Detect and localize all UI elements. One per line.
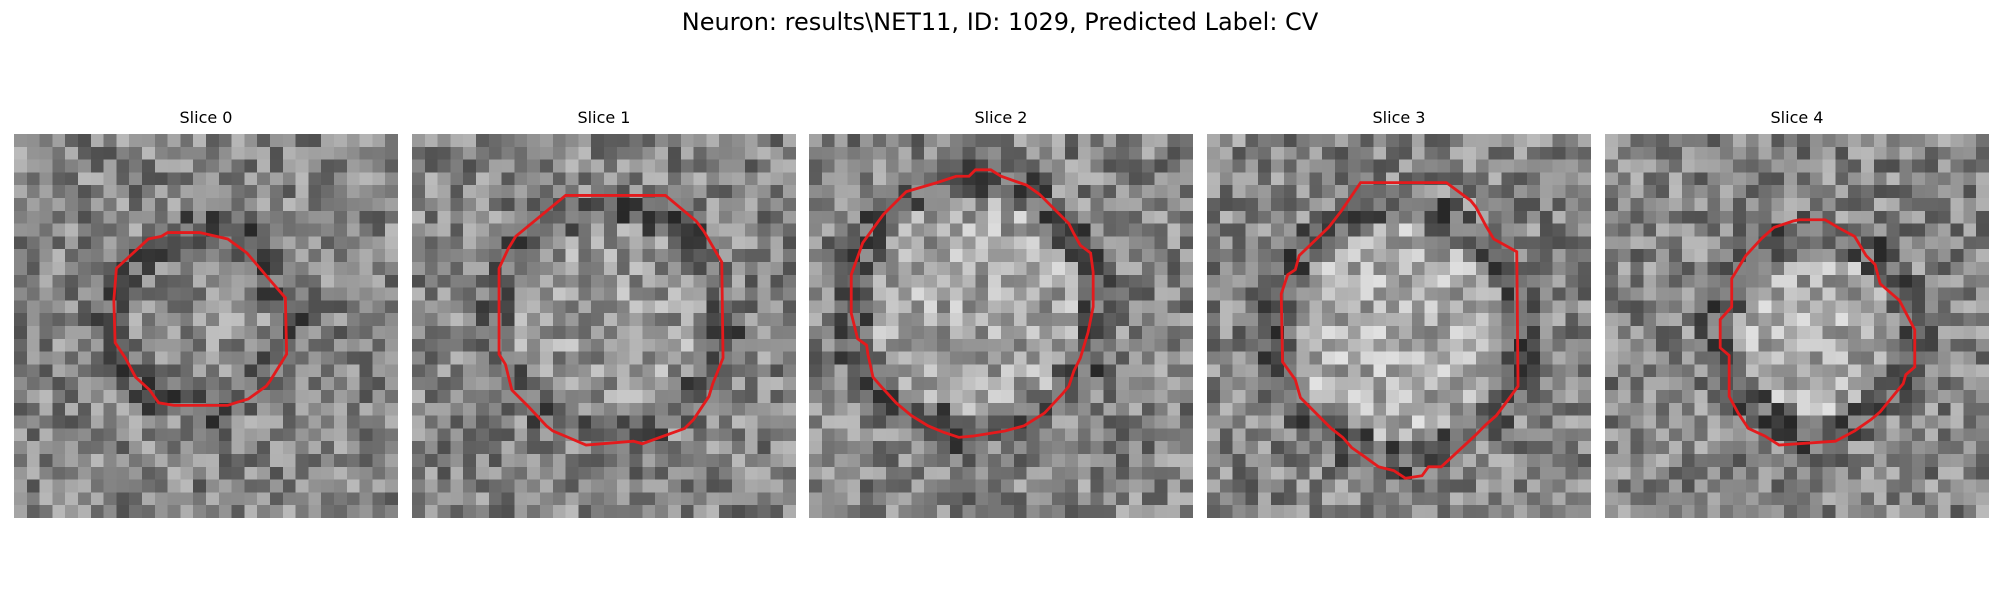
slice-image [412, 134, 796, 518]
slice-title: Slice 0 [179, 108, 233, 127]
slice-image [809, 134, 1193, 518]
slice-title: Slice 1 [577, 108, 631, 127]
slice-title: Slice 3 [1372, 108, 1426, 127]
figure-title: Neuron: results\NET11, ID: 1029, Predict… [681, 8, 1319, 36]
slice-title: Slice 4 [1770, 108, 1824, 127]
slice-title: Slice 2 [974, 108, 1028, 127]
slice-image [1207, 134, 1591, 518]
slice-panel-0: Slice 0 [14, 108, 398, 518]
slice-image [14, 134, 398, 518]
slice-panel-2: Slice 2 [809, 108, 1193, 518]
slice-image [1605, 134, 1989, 518]
slice-panel-4: Slice 4 [1605, 108, 1989, 518]
slice-panel-3: Slice 3 [1207, 108, 1591, 518]
slice-panel-1: Slice 1 [412, 108, 796, 518]
